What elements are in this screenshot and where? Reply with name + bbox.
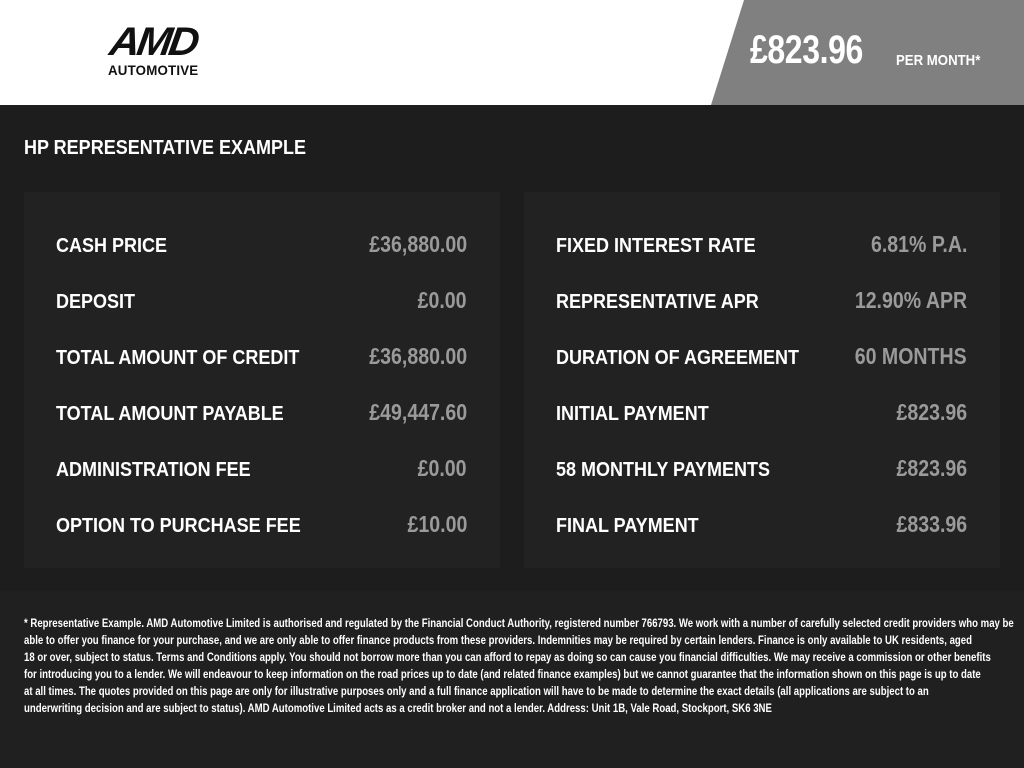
monthly-price-box: [711, 0, 1024, 105]
logo-text: AMD: [106, 20, 200, 64]
row-value: £833.96: [896, 511, 967, 537]
row-label: FIXED INTEREST RATE: [556, 235, 756, 257]
row-label: TOTAL AMOUNT OF CREDIT: [56, 347, 300, 369]
disclaimer-line: able to offer you finance for your purch…: [24, 633, 972, 647]
finance-row: CASH PRICE £36,880.00: [56, 229, 467, 259]
finance-row: TOTAL AMOUNT OF CREDIT £36,880.00: [56, 341, 467, 371]
finance-row: FIXED INTEREST RATE 6.81% P.A.: [556, 229, 967, 259]
finance-row: FINAL PAYMENT £833.96: [556, 509, 967, 539]
header-bar: AMD AUTOMOTIVE £823.96 PER MONTH*: [0, 0, 1024, 105]
row-label: INITIAL PAYMENT: [556, 403, 709, 425]
finance-row: OPTION TO PURCHASE FEE £10.00: [56, 509, 467, 539]
row-value: 60 MONTHS: [855, 343, 967, 369]
finance-row: ADMINISTRATION FEE £0.00: [56, 453, 467, 483]
finance-row: TOTAL AMOUNT PAYABLE £49,447.60: [56, 397, 467, 427]
disclaimer: * Representative Example. AMD Automotive…: [0, 591, 1024, 768]
disclaimer-line: * Representative Example. AMD Automotive…: [24, 616, 1014, 630]
section-title: HP REPRESENTATIVE EXAMPLE: [24, 137, 307, 159]
row-label: OPTION TO PURCHASE FEE: [56, 515, 301, 537]
row-label: TOTAL AMOUNT PAYABLE: [56, 403, 284, 425]
row-value: £36,880.00: [369, 231, 467, 257]
finance-panel-left: CASH PRICE £36,880.00 DEPOSIT £0.00 TOTAL …: [24, 192, 500, 568]
finance-row: INITIAL PAYMENT £823.96: [556, 397, 967, 427]
monthly-price: £823.96: [750, 28, 863, 72]
finance-row: 58 MONTHLY PAYMENTS £823.96: [556, 453, 967, 483]
row-label: DURATION OF AGREEMENT: [556, 347, 799, 369]
per-month-label: PER MONTH*: [896, 52, 981, 69]
disclaimer-line: at all times. The quotes provided on thi…: [24, 684, 929, 698]
finance-row: REPRESENTATIVE APR 12.90% APR: [556, 285, 967, 315]
finance-panel-right: FIXED INTEREST RATE 6.81% P.A. REPRESENTA…: [524, 192, 1000, 568]
row-label: ADMINISTRATION FEE: [56, 459, 251, 481]
row-label: DEPOSIT: [56, 291, 136, 313]
row-label: CASH PRICE: [56, 235, 168, 257]
row-value: £10.00: [407, 511, 467, 537]
disclaimer-line: underwriting decision and are subject to…: [24, 701, 772, 715]
row-label: REPRESENTATIVE APR: [556, 291, 759, 313]
finance-row: DURATION OF AGREEMENT 60 MONTHS: [556, 341, 967, 371]
disclaimer-line: 18 or over, subject to status. Terms and…: [24, 650, 991, 664]
row-value: £36,880.00: [369, 343, 467, 369]
row-value: £823.96: [896, 455, 967, 481]
row-label: 58 MONTHLY PAYMENTS: [556, 459, 771, 481]
row-value: £0.00: [418, 455, 467, 481]
disclaimer-line: for introducing you to a lender. We will…: [24, 667, 981, 681]
row-value: £49,447.60: [369, 399, 467, 425]
row-value: £0.00: [418, 287, 467, 313]
row-value: 12.90% APR: [854, 287, 967, 313]
row-value: 6.81% P.A.: [870, 231, 967, 257]
amd-automotive-logo[interactable]: AMD AUTOMOTIVE: [107, 20, 228, 80]
row-value: £823.96: [896, 399, 967, 425]
finance-row: DEPOSIT £0.00: [56, 285, 467, 315]
row-label: FINAL PAYMENT: [556, 515, 699, 537]
logo-subtext: AUTOMOTIVE: [108, 62, 199, 78]
